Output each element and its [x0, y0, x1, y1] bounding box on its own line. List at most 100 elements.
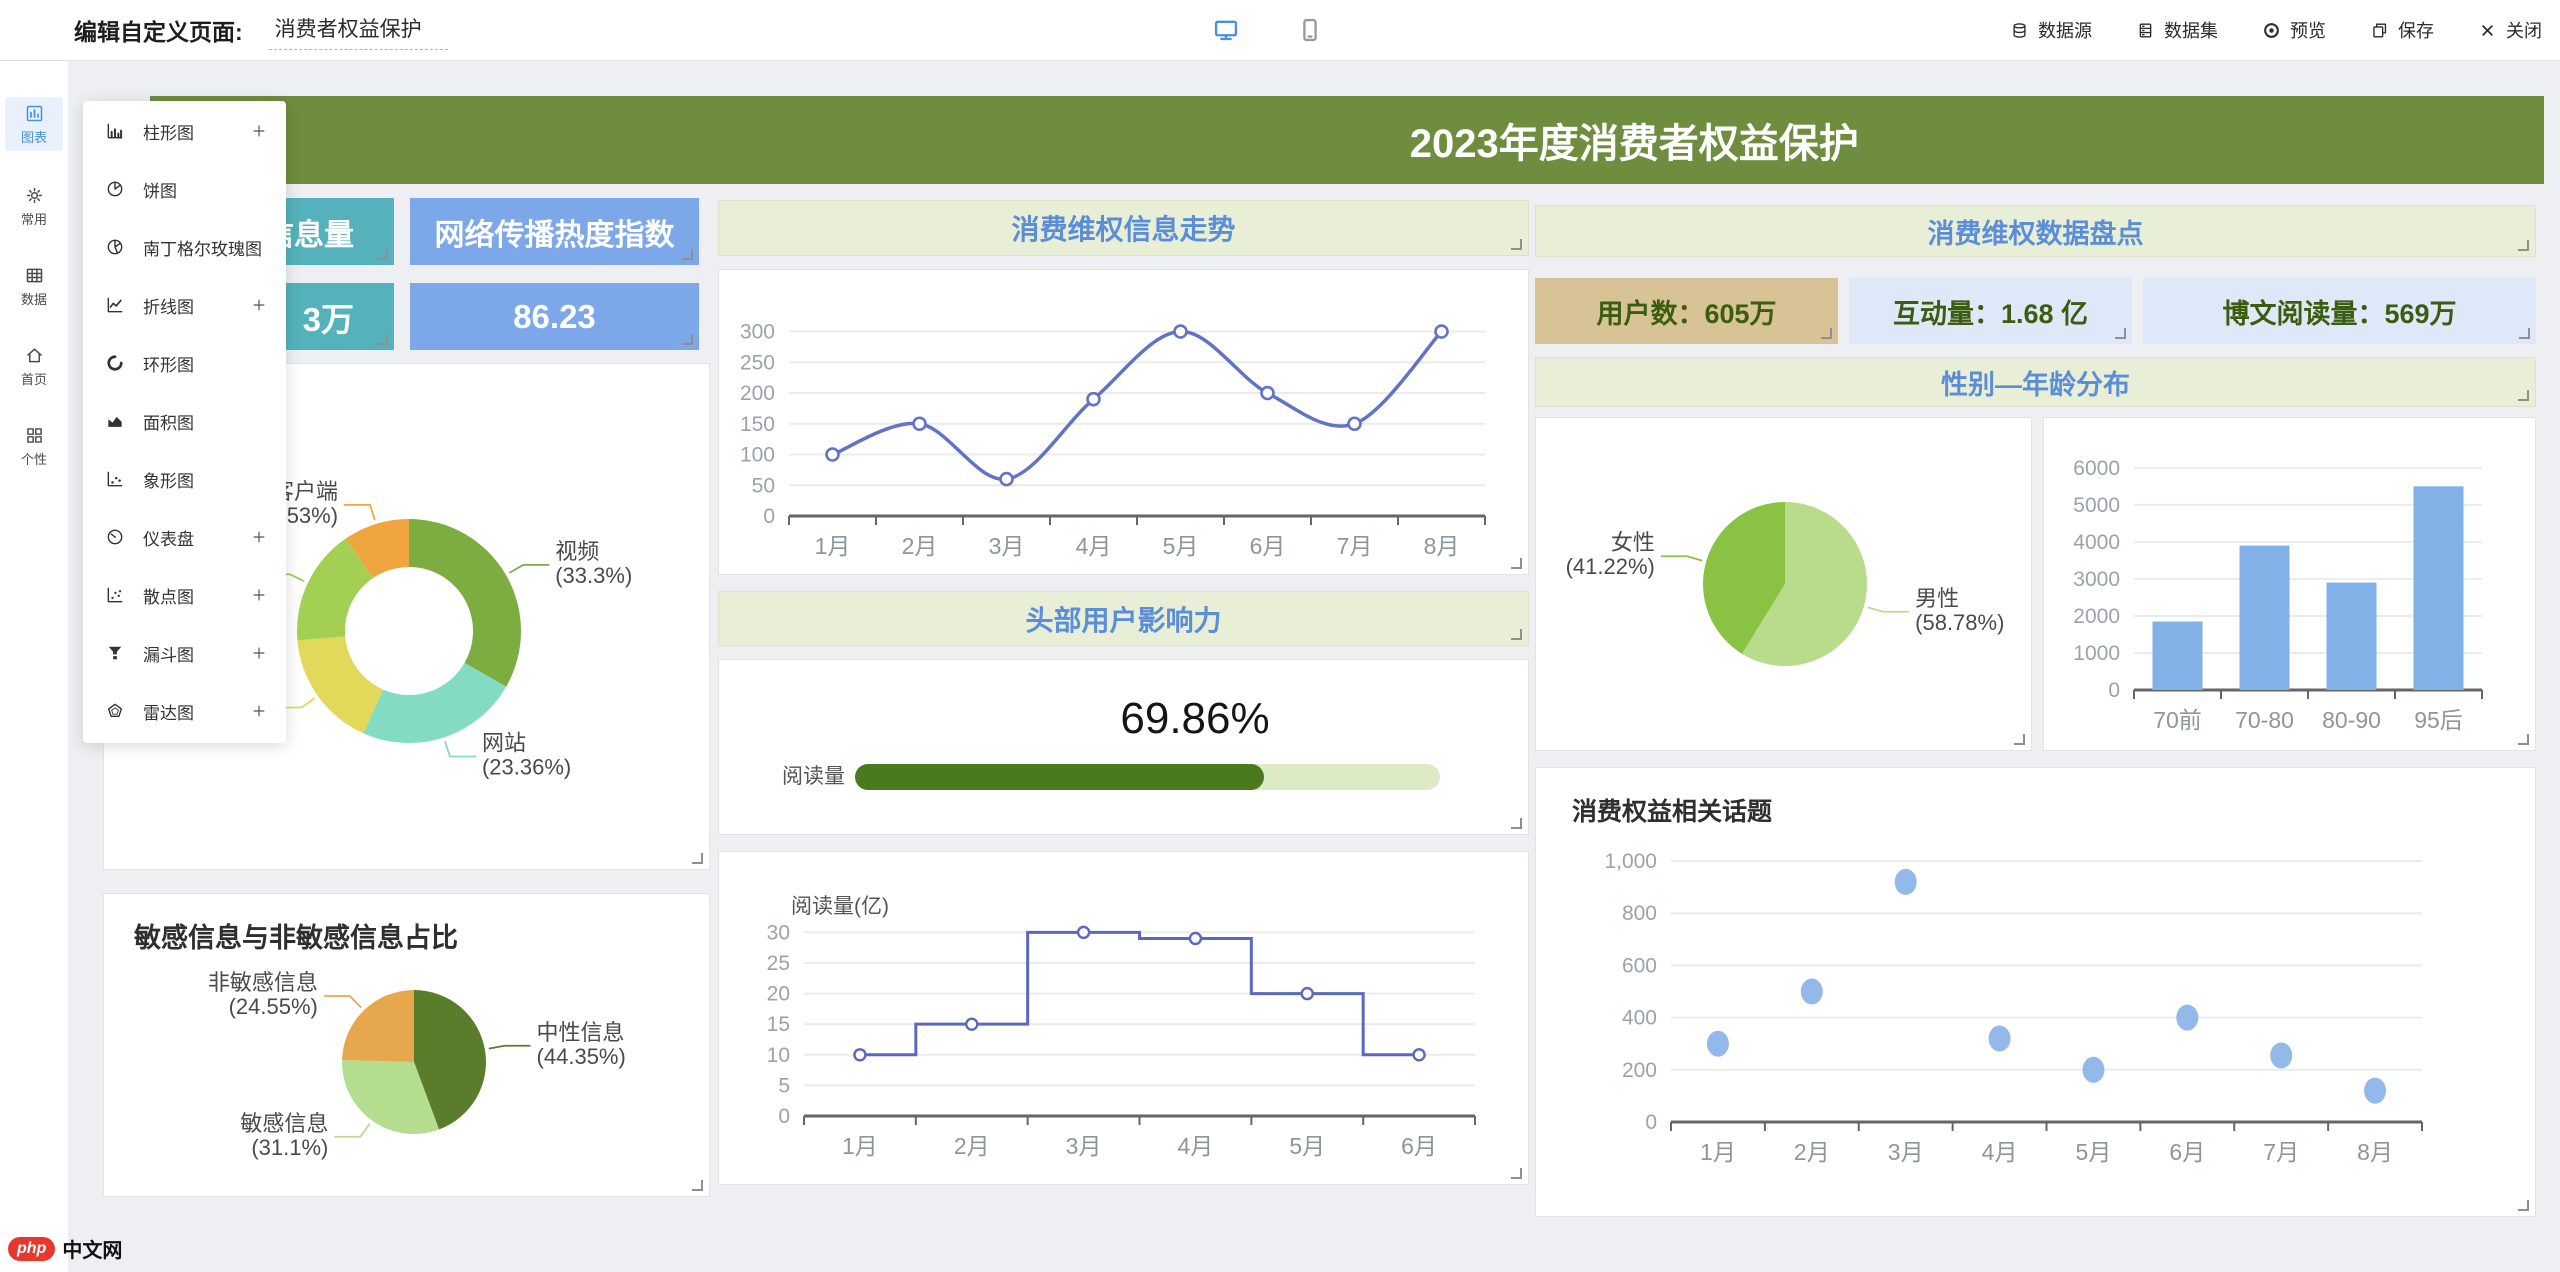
chart-menu-item-pie[interactable]: 饼图 [83, 160, 286, 218]
progress-bar-fill [855, 764, 1264, 790]
svg-text:3000: 3000 [2073, 568, 2120, 591]
chart-menu-item-radar[interactable]: 雷达图 [83, 682, 286, 740]
svg-text:1月: 1月 [815, 533, 851, 559]
svg-text:4月: 4月 [1178, 1133, 1214, 1159]
svg-text:1月: 1月 [1700, 1139, 1736, 1165]
sidebar-item-personal[interactable]: 个性 [5, 421, 63, 471]
svg-text:200: 200 [740, 382, 775, 405]
trend-line-card[interactable]: 0 50 100 150 200 250 300 1月 2月 3月 4月 5月 6月 7月 8月 [718, 269, 1529, 575]
review-stat-text: 用户数：605万 [1596, 298, 1777, 329]
data-review-header-label: 消费维权数据盘点 [1927, 218, 2144, 249]
sidebar-item-label: 个性 [20, 451, 47, 467]
mobile-view-icon[interactable] [1296, 16, 1324, 44]
trend-header[interactable]: 消费维权信息走势 [718, 200, 1529, 256]
svg-text:70-80: 70-80 [2235, 707, 2294, 733]
svg-text:2000: 2000 [2073, 605, 2120, 628]
chart-menu-item-label: 柱形图 [143, 123, 194, 143]
gender-age-header-label: 性别—年龄分布 [1941, 369, 2130, 400]
svg-text:8月: 8月 [2357, 1139, 2393, 1165]
chart-menu-item-line[interactable]: 折线图 [83, 276, 286, 334]
funnel-chart-icon [105, 643, 125, 663]
svg-text:1,000: 1,000 [1604, 850, 1657, 873]
gender-pie-card[interactable]: 男性 (58.78%) 女性 (41.22%) [1535, 417, 2032, 751]
trend-line-chart: 0 50 100 150 200 250 300 1月 2月 3月 4月 5月 6月 7月 8月 [719, 270, 1530, 581]
data-review-header[interactable]: 消费维权数据盘点 [1535, 205, 2536, 257]
topbar-action-datasource[interactable]: 数据源 [2010, 17, 2092, 43]
influence-progress-card[interactable]: 69.86% 阅读量 [718, 659, 1529, 835]
read-step-card[interactable]: 阅读量(亿) 0 5 10 15 20 25 30 1月 2月 3月 4月 5月 6月 [718, 851, 1529, 1185]
chart-menu-item-label: 环形图 [143, 355, 194, 375]
sidebar-item-charts[interactable]: 图表 [5, 97, 63, 151]
page-name-input[interactable]: 消费者权益保护 [268, 11, 448, 50]
chart-menu-item-gauge[interactable]: 仪表盘 [83, 508, 286, 566]
plus-icon[interactable] [250, 122, 268, 140]
chart-menu-item-area[interactable]: 面积图 [83, 392, 286, 450]
device-toggle [1212, 0, 1324, 60]
sidebar-item-data[interactable]: 数据 [5, 261, 63, 311]
influence-header[interactable]: 头部用户影响力 [718, 591, 1529, 646]
php-logo-badge: php [8, 1236, 56, 1261]
plus-icon[interactable] [250, 586, 268, 604]
topics-scatter-title: 消费权益相关话题 [1572, 798, 1773, 826]
chart-menu-item-label: 面积图 [143, 413, 194, 433]
age-bar-card[interactable]: 0 1000 2000 3000 4000 5000 6000 70前 70-80 80-90 95… [2043, 417, 2536, 751]
svg-text:敏感信息: 敏感信息 [240, 1111, 328, 1136]
read-step-chart: 0 5 10 15 20 25 30 1月 2月 3月 4月 5月 6月 [719, 852, 1530, 1191]
svg-text:(23.36%): (23.36%) [482, 754, 571, 779]
plus-icon[interactable] [250, 702, 268, 720]
chart-menu-item-bar[interactable]: 柱形图 [83, 102, 286, 160]
review-stat-card[interactable]: 互动量：1.68 亿 [1849, 278, 2132, 344]
review-stat-card[interactable]: 博文阅读量：569万 [2143, 278, 2536, 344]
sensitive-info-card[interactable]: 敏感信息与非敏感信息占比 中性信息 (44.35%) 敏感信息 (31.1%) 非敏感信… [103, 893, 710, 1197]
topbar-action-preview[interactable]: 预览 [2262, 17, 2326, 43]
review-stat-card[interactable]: 用户数：605万 [1535, 278, 1838, 344]
pie-chart-icon [105, 179, 125, 199]
topbar-action-label: 保存 [2398, 21, 2434, 41]
svg-text:30: 30 [767, 921, 790, 944]
plus-icon[interactable] [250, 296, 268, 314]
chart-menu-item-label: 象形图 [143, 471, 194, 491]
topics-scatter-card[interactable]: 消费权益相关话题 0 200 400 600 800 1,000 1月 2月 3月 4月 5月 6月 7… [1535, 767, 2536, 1217]
svg-text:25: 25 [767, 952, 790, 975]
heat-index-value-card[interactable]: 86.23 [410, 283, 699, 350]
svg-text:(44.35%): (44.35%) [537, 1044, 626, 1069]
sidebar-item-home[interactable]: 首页 [5, 341, 63, 391]
svg-text:0: 0 [1645, 1111, 1657, 1134]
pictogram-chart-icon [105, 469, 125, 489]
desktop-view-icon[interactable] [1212, 16, 1240, 44]
plus-icon[interactable] [250, 528, 268, 546]
topbar-action-close[interactable]: 关闭 [2478, 17, 2542, 43]
svg-text:(24.55%): (24.55%) [229, 994, 318, 1019]
sidebar-item-label: 首页 [20, 371, 47, 387]
topbar-action-label: 预览 [2290, 21, 2326, 41]
svg-text:0: 0 [2108, 679, 2120, 702]
svg-text:(31.1%): (31.1%) [251, 1135, 328, 1160]
plus-icon[interactable] [250, 644, 268, 662]
svg-text:5000: 5000 [2073, 494, 2120, 517]
gender-pie-chart: 男性 (58.78%) 女性 (41.22%) [1536, 418, 2033, 757]
heat-index-title-card[interactable]: 网络传播热度指数 [410, 198, 699, 265]
svg-text:0: 0 [763, 505, 775, 528]
chart-menu-item-pictogram[interactable]: 象形图 [83, 450, 286, 508]
sidebar-item-common[interactable]: 常用 [5, 181, 63, 231]
topbar-action-dataset[interactable]: 数据集 [2136, 17, 2218, 43]
chart-icon [24, 103, 45, 124]
progress-bar [855, 764, 1440, 790]
gender-age-header[interactable]: 性别—年龄分布 [1535, 357, 2536, 407]
site-logo: php 中文网 [8, 1234, 122, 1263]
chart-menu-item-rose[interactable]: 南丁格尔玫瑰图 [83, 218, 286, 276]
chart-menu-item-scatter[interactable]: 散点图 [83, 566, 286, 624]
chart-menu-item-funnel[interactable]: 漏斗图 [83, 624, 286, 682]
svg-text:5月: 5月 [1163, 533, 1199, 559]
svg-text:80-90: 80-90 [2322, 707, 2381, 733]
review-stat-text: 互动量：1.68 亿 [1892, 298, 2089, 329]
trend-header-label: 消费维权信息走势 [1011, 214, 1236, 245]
table-icon [24, 265, 45, 286]
topbar-action-save[interactable]: 保存 [2370, 17, 2434, 43]
banner-title: 2023年度消费者权益保护 [1409, 122, 1859, 166]
chart-menu-item-ring[interactable]: 环形图 [83, 334, 286, 392]
svg-text:2月: 2月 [902, 533, 938, 559]
dashboard-banner[interactable]: 2023年度消费者权益保护 [150, 96, 2544, 184]
topbar-action-label: 关闭 [2506, 21, 2542, 41]
svg-text:3月: 3月 [989, 533, 1025, 559]
